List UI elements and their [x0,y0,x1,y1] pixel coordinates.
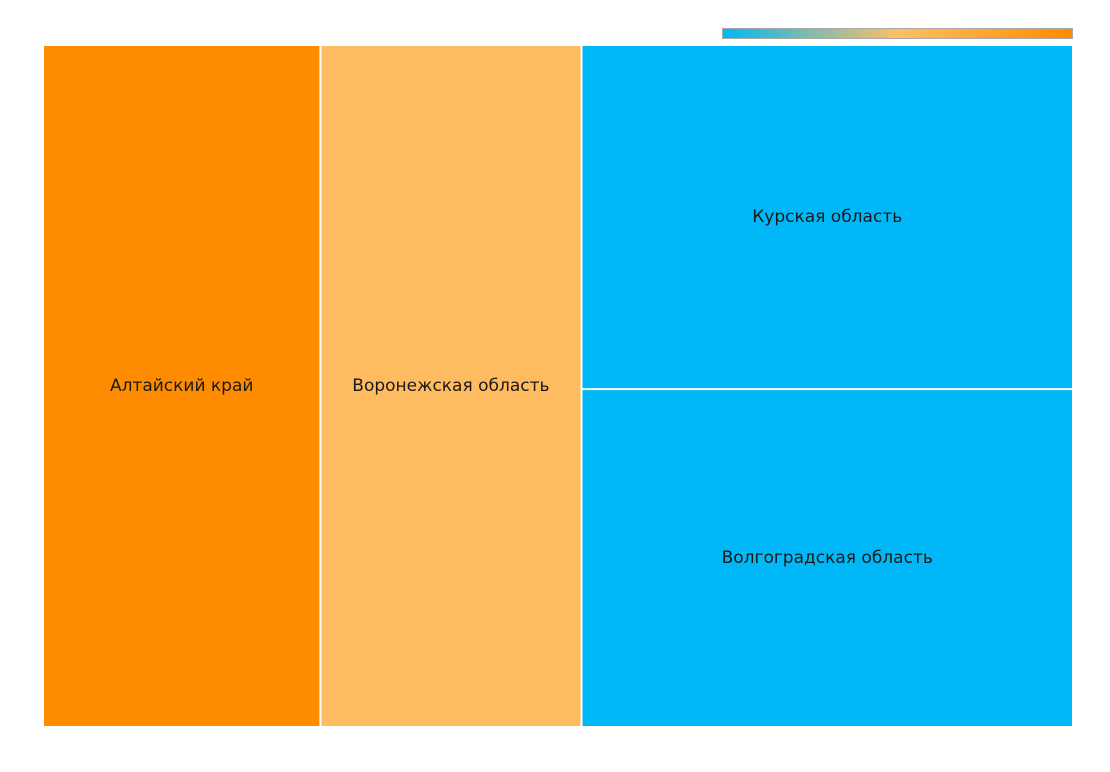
treemap-tile-label-1: Алтайский край [110,376,254,396]
treemap-tile-label-4: Волгоградская область [722,548,933,568]
color-scale-legend [722,28,1073,39]
treemap-svg: Алтайский край Воронежская область Курская… [44,46,1072,726]
treemap-tile-4[interactable] [582,390,1072,726]
treemap-chart: Алтайский край Воронежская область Курская… [44,46,1072,726]
treemap-tile-2[interactable] [321,46,581,726]
treemap-tile-label-2: Воронежская область [352,376,549,396]
treemap-tile-label-3: Курская область [752,207,902,227]
treemap-tile-1[interactable] [44,46,320,726]
treemap-tile-3[interactable] [582,46,1072,389]
